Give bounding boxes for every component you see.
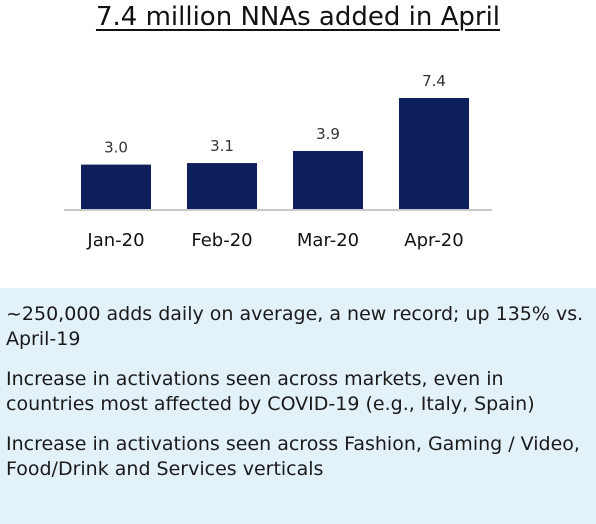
bar-mar-20 xyxy=(293,150,363,210)
data-label-apr-20: 7.4 xyxy=(422,72,446,90)
tick-label-mar-20: Mar-20 xyxy=(297,230,359,251)
note-markets: Increase in activations seen across mark… xyxy=(6,368,535,415)
data-label-jan-20: 3.0 xyxy=(104,139,128,157)
bar-chart: 3.0 Jan-20 3.1 Feb-20 3.9 Mar-20 7.4 Apr-20 xyxy=(64,72,492,251)
tick-label-feb-20: Feb-20 xyxy=(191,230,252,251)
bar-jan-20 xyxy=(81,164,151,210)
notes-panel: ~250,000 adds daily on average, a new re… xyxy=(0,288,596,524)
bar-feb-20 xyxy=(187,163,257,210)
note-daily-adds: ~250,000 adds daily on average, a new re… xyxy=(6,303,584,350)
tick-label-apr-20: Apr-20 xyxy=(404,230,463,251)
data-label-feb-20: 3.1 xyxy=(210,137,234,155)
bar-apr-20 xyxy=(399,98,469,210)
data-label-mar-20: 3.9 xyxy=(316,125,340,143)
tick-label-jan-20: Jan-20 xyxy=(86,230,144,251)
chart-title: 7.4 million NNAs added in April xyxy=(95,2,501,32)
note-verticals: Increase in activations seen across Fash… xyxy=(6,433,580,480)
